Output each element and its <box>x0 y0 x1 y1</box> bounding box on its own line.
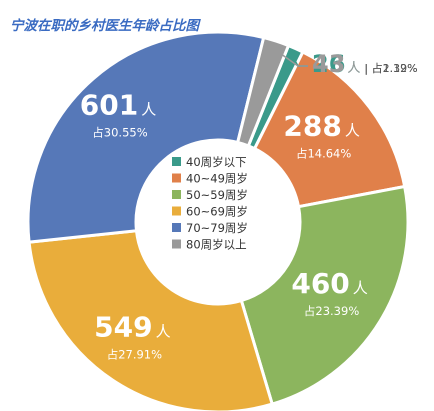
legend-label: 40~49周岁 <box>186 172 248 186</box>
slice-percent-label: 占27.91% <box>107 348 162 362</box>
slice-value-label: 43 人 | 占2.19% <box>312 50 418 78</box>
pie-slice <box>27 229 275 411</box>
legend-label: 70~79周岁 <box>186 221 248 235</box>
slice-value-label: 26 人 | 占1.32% <box>312 50 418 78</box>
legend-label: 60~69周岁 <box>186 205 248 219</box>
slices-layer <box>26 30 410 411</box>
legend-swatch <box>172 190 181 199</box>
pie-slice <box>235 35 291 148</box>
legend-swatch <box>172 239 181 249</box>
legend-label: 50~59周岁 <box>186 188 248 202</box>
slice-value-label: 549 人 <box>94 311 170 344</box>
legend-swatch <box>172 157 181 166</box>
pie-slice <box>252 49 407 209</box>
legend-label: 80周岁以上 <box>186 238 247 252</box>
slice-value-label: 460 人 <box>291 267 367 300</box>
pie-slice <box>239 184 410 406</box>
slice-leader-line <box>273 48 308 67</box>
slice-percent-label: 占30.55% <box>92 125 147 139</box>
slice-percent-label: 占14.64% <box>296 147 351 161</box>
slice-percent-label: 占23.39% <box>304 304 359 318</box>
legend-swatch <box>172 173 181 183</box>
chart-title: 宁波在职的乡村医生年龄占比图 <box>10 18 201 34</box>
legend-swatch <box>172 206 181 216</box>
slice-value-label: 601 人 <box>80 88 156 121</box>
legend: 40周岁以下 40~49周岁 50~59周岁 60~69周岁 70~79周岁 80周岁以上 <box>172 155 248 252</box>
slice-value-label: 288 人 <box>283 110 359 143</box>
legend-label: 40周岁以下 <box>186 155 247 169</box>
legend-swatch <box>172 223 181 232</box>
pie-slice <box>26 30 266 244</box>
